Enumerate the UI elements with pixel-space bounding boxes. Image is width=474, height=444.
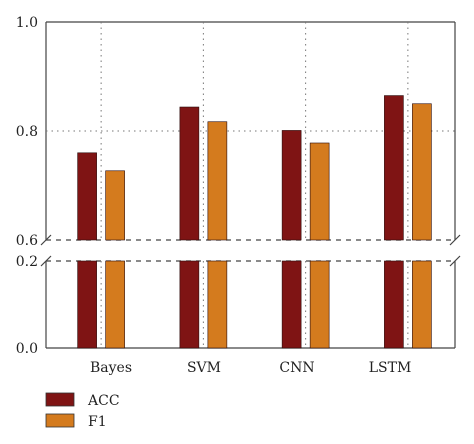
y-tick-label-0.2: 0.2 [16, 254, 38, 270]
category-label-lstm: LSTM [369, 360, 412, 376]
f1-bar-bayes-lower [105, 260, 125, 349]
break-slash-left-bottom [40, 255, 52, 267]
grid-lines [46, 22, 455, 348]
acc-bar-bayes-lower [77, 260, 97, 349]
bars [77, 95, 432, 349]
acc-bar-lstm-upper [384, 95, 404, 241]
break-slash-left-top [40, 234, 52, 246]
y-tick-label-0.6: 0.6 [16, 233, 38, 249]
break-slash-right-top [449, 234, 461, 246]
x-axis-categories: Bayes SVM CNN LSTM [90, 360, 411, 376]
y-axis-ticks: 1.0 0.8 0.6 0.2 0.0 [16, 15, 38, 357]
legend-label-acc: ACC [87, 393, 120, 409]
acc-bar-bayes-upper [77, 152, 97, 241]
acc-bar-svm-upper [179, 106, 200, 241]
f1-bar-cnn-upper [309, 142, 330, 241]
legend-swatch-f1 [45, 413, 75, 428]
acc-bar-cnn-lower [281, 260, 302, 349]
category-label-bayes: Bayes [90, 360, 132, 376]
y-tick-label-0.0: 0.0 [16, 341, 38, 357]
f1-bar-svm-upper [207, 121, 228, 241]
acc-bar-svm-lower [179, 260, 200, 349]
acc-bar-cnn-upper [281, 130, 302, 241]
y-tick-label-1.0: 1.0 [16, 15, 38, 31]
legend-label-f1: F1 [88, 414, 107, 430]
legend: ACC F1 [45, 392, 120, 430]
f1-bar-svm-lower [207, 260, 228, 349]
acc-bar-lstm-lower [384, 260, 404, 349]
y-tick-label-0.8: 0.8 [16, 124, 38, 140]
legend-swatch-acc [45, 392, 75, 407]
category-label-cnn: CNN [279, 360, 314, 376]
f1-bar-bayes-upper [105, 170, 125, 241]
break-slash-right-bottom [449, 255, 461, 267]
f1-bar-lstm-upper [412, 103, 432, 241]
f1-bar-lstm-lower [412, 260, 432, 349]
f1-bar-cnn-lower [309, 260, 330, 349]
category-label-svm: SVM [187, 360, 221, 376]
